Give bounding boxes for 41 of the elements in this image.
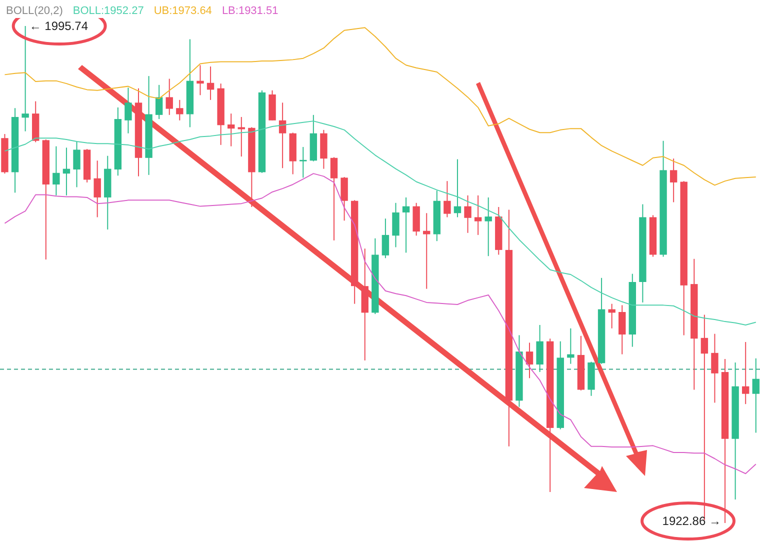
candlestick	[392, 202, 400, 248]
candlestick	[124, 87, 132, 134]
candlestick	[382, 218, 390, 259]
candlestick	[608, 303, 616, 329]
annotation: ← 1995.74	[29, 19, 88, 33]
candlestick	[62, 147, 70, 196]
candlestick	[526, 342, 534, 379]
candlestick	[176, 99, 184, 121]
candlestick	[454, 158, 462, 218]
candlestick	[752, 358, 760, 434]
candlestick	[94, 160, 101, 218]
candlestick	[711, 333, 718, 404]
candlestick	[22, 26, 29, 132]
candlestick	[742, 342, 750, 405]
candlestick	[330, 156, 338, 241]
candlestick	[300, 146, 307, 178]
candlestick	[155, 84, 163, 120]
text: UB:1973.64	[154, 5, 212, 17]
candlestick	[278, 102, 286, 169]
candlestick	[52, 146, 60, 196]
candlestick	[73, 141, 80, 188]
candlestick	[166, 78, 173, 116]
candlestick	[228, 113, 235, 147]
candlestick	[567, 328, 574, 364]
text: BOLL:1952.27	[72, 5, 144, 17]
candlestick	[340, 176, 348, 222]
candlestick	[474, 194, 482, 236]
candlestick	[402, 196, 410, 254]
candlestick	[196, 64, 204, 96]
candlestick	[444, 180, 451, 218]
candlestick	[670, 158, 678, 203]
annotation: 1922.86 →	[662, 514, 722, 528]
candlestick	[464, 194, 472, 234]
chart-title: BOLL(20,2)	[6, 5, 63, 17]
text: LB:1931.51	[222, 5, 278, 17]
candlestick	[423, 212, 430, 290]
candlestick	[206, 66, 214, 100]
candlestick	[536, 324, 544, 373]
candlestick	[238, 116, 245, 158]
candlestick	[618, 304, 626, 355]
candlestick	[484, 196, 492, 257]
